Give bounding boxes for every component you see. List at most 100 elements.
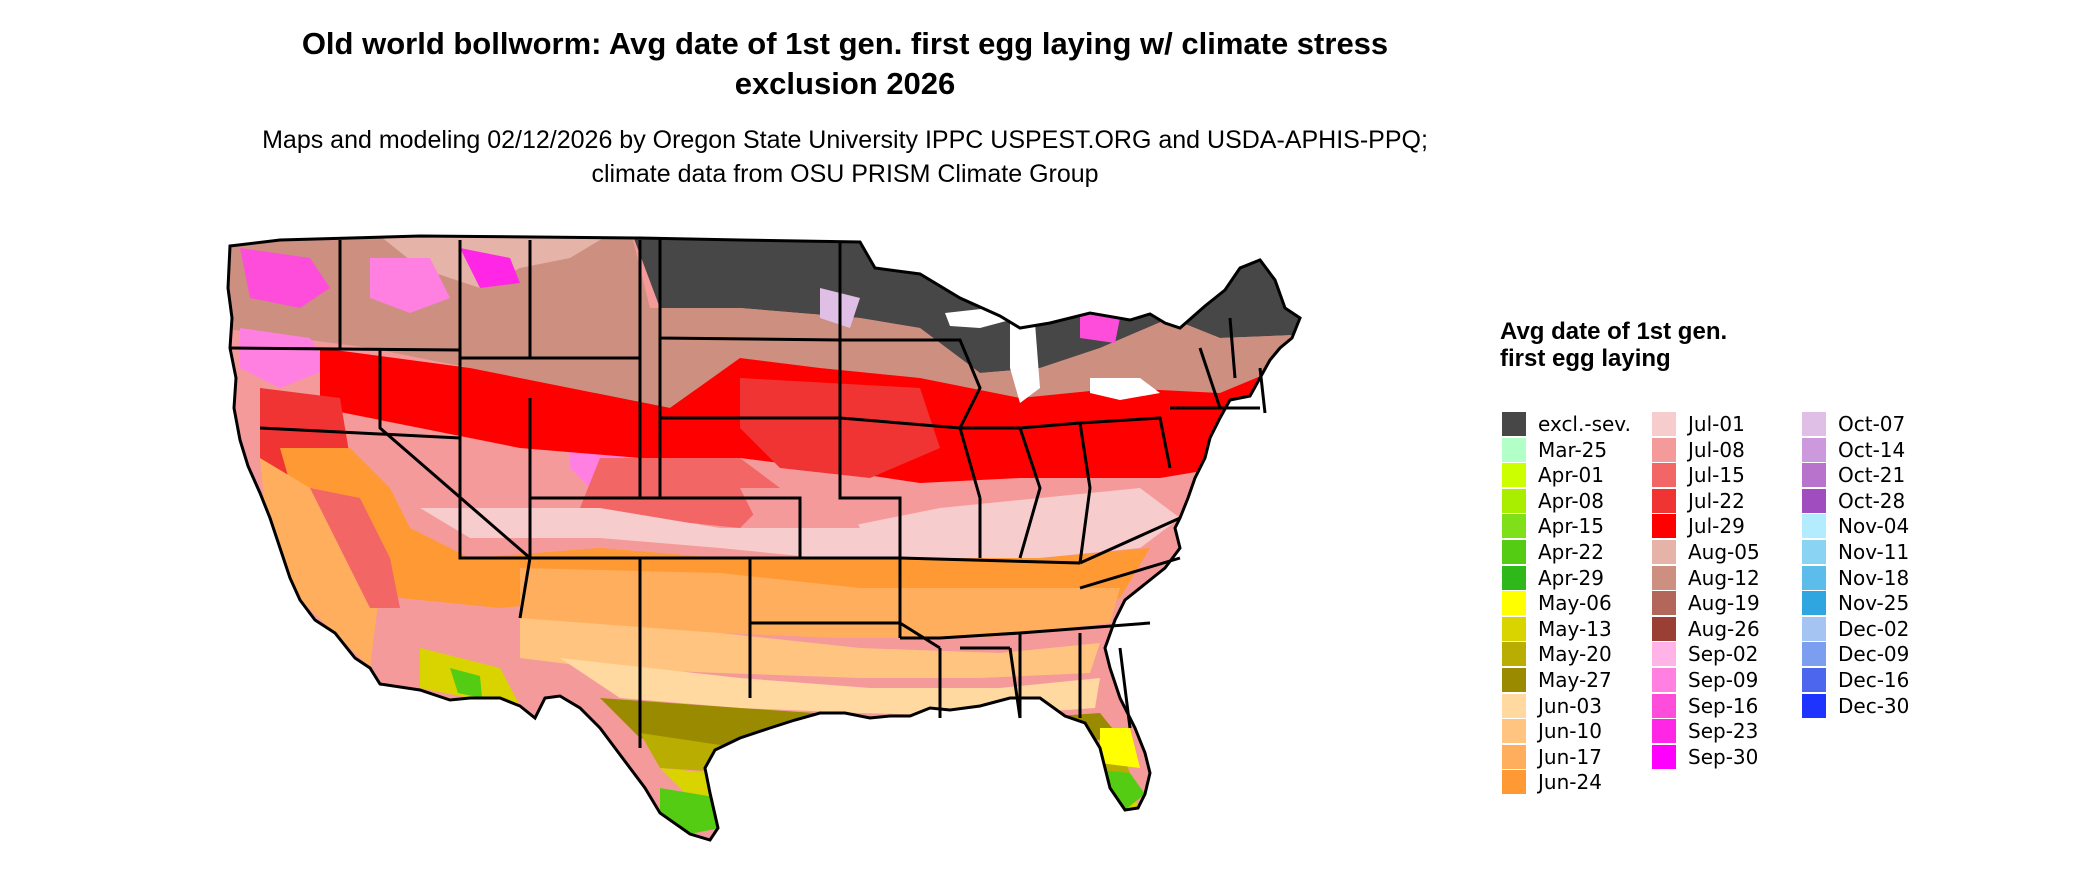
legend-item: Jul-01	[1652, 411, 1745, 436]
legend-item: Aug-05	[1652, 539, 1760, 564]
legend-swatch	[1802, 693, 1826, 718]
legend-swatch	[1802, 565, 1826, 590]
legend-item: Oct-14	[1802, 437, 1905, 462]
legend-label: Nov-11	[1838, 539, 1910, 564]
legend-label: Sep-09	[1688, 667, 1759, 692]
legend-swatch	[1502, 488, 1526, 513]
legend-label: Apr-29	[1538, 565, 1604, 590]
legend-label: Jun-03	[1538, 693, 1602, 718]
legend-label: Jul-15	[1688, 462, 1745, 487]
legend-label: Dec-09	[1838, 641, 1910, 666]
legend-item: Apr-01	[1502, 462, 1604, 487]
legend-item: Sep-09	[1652, 667, 1758, 692]
legend-swatch	[1802, 616, 1826, 641]
legend-swatch	[1502, 411, 1526, 436]
legend-label: May-27	[1538, 667, 1612, 692]
legend-label: Apr-15	[1538, 513, 1604, 538]
legend-label: Jul-29	[1688, 513, 1745, 538]
legend-label: Dec-30	[1838, 693, 1910, 718]
legend-swatch	[1652, 565, 1676, 590]
legend-item: Nov-18	[1802, 565, 1909, 590]
legend-item: May-13	[1502, 616, 1612, 641]
legend-swatch	[1652, 411, 1676, 436]
us-map	[220, 228, 1470, 888]
map-title: Old world bollworm: Avg date of 1st gen.…	[301, 26, 1389, 101]
legend-swatch	[1802, 513, 1826, 538]
legend-swatch	[1652, 667, 1676, 692]
legend-swatch	[1502, 769, 1526, 794]
legend-item: Jul-15	[1652, 462, 1745, 487]
legend-swatch	[1802, 590, 1826, 615]
legend-swatch	[1502, 667, 1526, 692]
legend-item: May-20	[1502, 641, 1612, 666]
legend-item: Sep-16	[1652, 693, 1758, 718]
legend-label: Apr-01	[1538, 462, 1604, 487]
legend-swatch	[1802, 667, 1826, 692]
legend-swatch	[1802, 462, 1826, 487]
legend-swatch	[1802, 641, 1826, 666]
legend-item: May-06	[1502, 590, 1612, 615]
legend-item: Apr-15	[1502, 513, 1604, 538]
legend-swatch	[1652, 488, 1676, 513]
legend-item: Jul-08	[1652, 437, 1745, 462]
legend-label: Sep-30	[1688, 744, 1759, 769]
legend-item: Jun-10	[1502, 718, 1602, 743]
legend-swatch	[1502, 590, 1526, 615]
legend-item: Apr-22	[1502, 539, 1604, 564]
legend-label: May-13	[1538, 616, 1612, 641]
legend-label: Dec-02	[1838, 616, 1910, 641]
legend-swatch	[1652, 693, 1676, 718]
state-boundaries	[226, 234, 1302, 842]
legend-label: Oct-07	[1838, 411, 1906, 436]
map-subtitle: Maps and modeling 02/12/2026 by Oregon S…	[262, 126, 1428, 188]
legend-item: Aug-26	[1652, 616, 1760, 641]
legend-swatch	[1502, 744, 1526, 769]
legend-swatch	[1652, 462, 1676, 487]
legend-swatch	[1652, 437, 1676, 462]
legend-item: Nov-25	[1802, 590, 1909, 615]
legend-item: Oct-21	[1802, 462, 1905, 487]
legend-item: Mar-25	[1502, 437, 1607, 462]
legend-label: Aug-12	[1688, 565, 1760, 590]
legend-swatch	[1502, 437, 1526, 462]
legend-item: Oct-28	[1802, 488, 1905, 513]
legend-item: Jun-17	[1502, 744, 1602, 769]
legend-swatch	[1502, 616, 1526, 641]
legend-label: Sep-16	[1688, 693, 1759, 718]
legend-label: Aug-19	[1688, 590, 1760, 615]
legend-label: Jun-17	[1538, 744, 1602, 769]
legend-title: Avg date of 1st gen. first egg laying	[1500, 318, 1728, 372]
legend-item: Oct-07	[1802, 411, 1905, 436]
legend-label: Oct-14	[1838, 437, 1906, 462]
legend-label: Nov-18	[1838, 565, 1910, 590]
us-map-svg	[226, 234, 1302, 842]
legend-label: Oct-21	[1838, 462, 1906, 487]
legend-label: Jul-08	[1688, 437, 1745, 462]
legend-item: Jun-24	[1502, 769, 1602, 794]
legend-label: Mar-25	[1538, 437, 1608, 462]
legend-label: Aug-05	[1688, 539, 1760, 564]
legend-item: Nov-04	[1802, 513, 1909, 538]
legend-label: Jul-22	[1688, 488, 1745, 513]
legend-label: Oct-28	[1838, 488, 1906, 513]
legend-swatch	[1802, 411, 1826, 436]
legend-swatch	[1652, 539, 1676, 564]
legend-item: Sep-02	[1652, 641, 1758, 666]
legend-swatch	[1502, 513, 1526, 538]
legend-item: excl.-sev.	[1502, 411, 1631, 436]
legend-item: Aug-12	[1652, 565, 1760, 590]
legend-item: Dec-16	[1802, 667, 1909, 692]
legend-label: Jun-10	[1538, 718, 1602, 743]
legend-item: Apr-08	[1502, 488, 1604, 513]
legend-swatch	[1502, 462, 1526, 487]
legend-label: Sep-02	[1688, 641, 1759, 666]
legend-item: Dec-30	[1802, 693, 1909, 718]
legend-swatch	[1802, 539, 1826, 564]
legend-item: Jul-22	[1652, 488, 1745, 513]
legend-label: Apr-22	[1538, 539, 1604, 564]
legend-item: Dec-02	[1802, 616, 1909, 641]
legend-swatch	[1652, 641, 1676, 666]
legend-item: Sep-30	[1652, 744, 1758, 769]
legend-swatch	[1652, 616, 1676, 641]
